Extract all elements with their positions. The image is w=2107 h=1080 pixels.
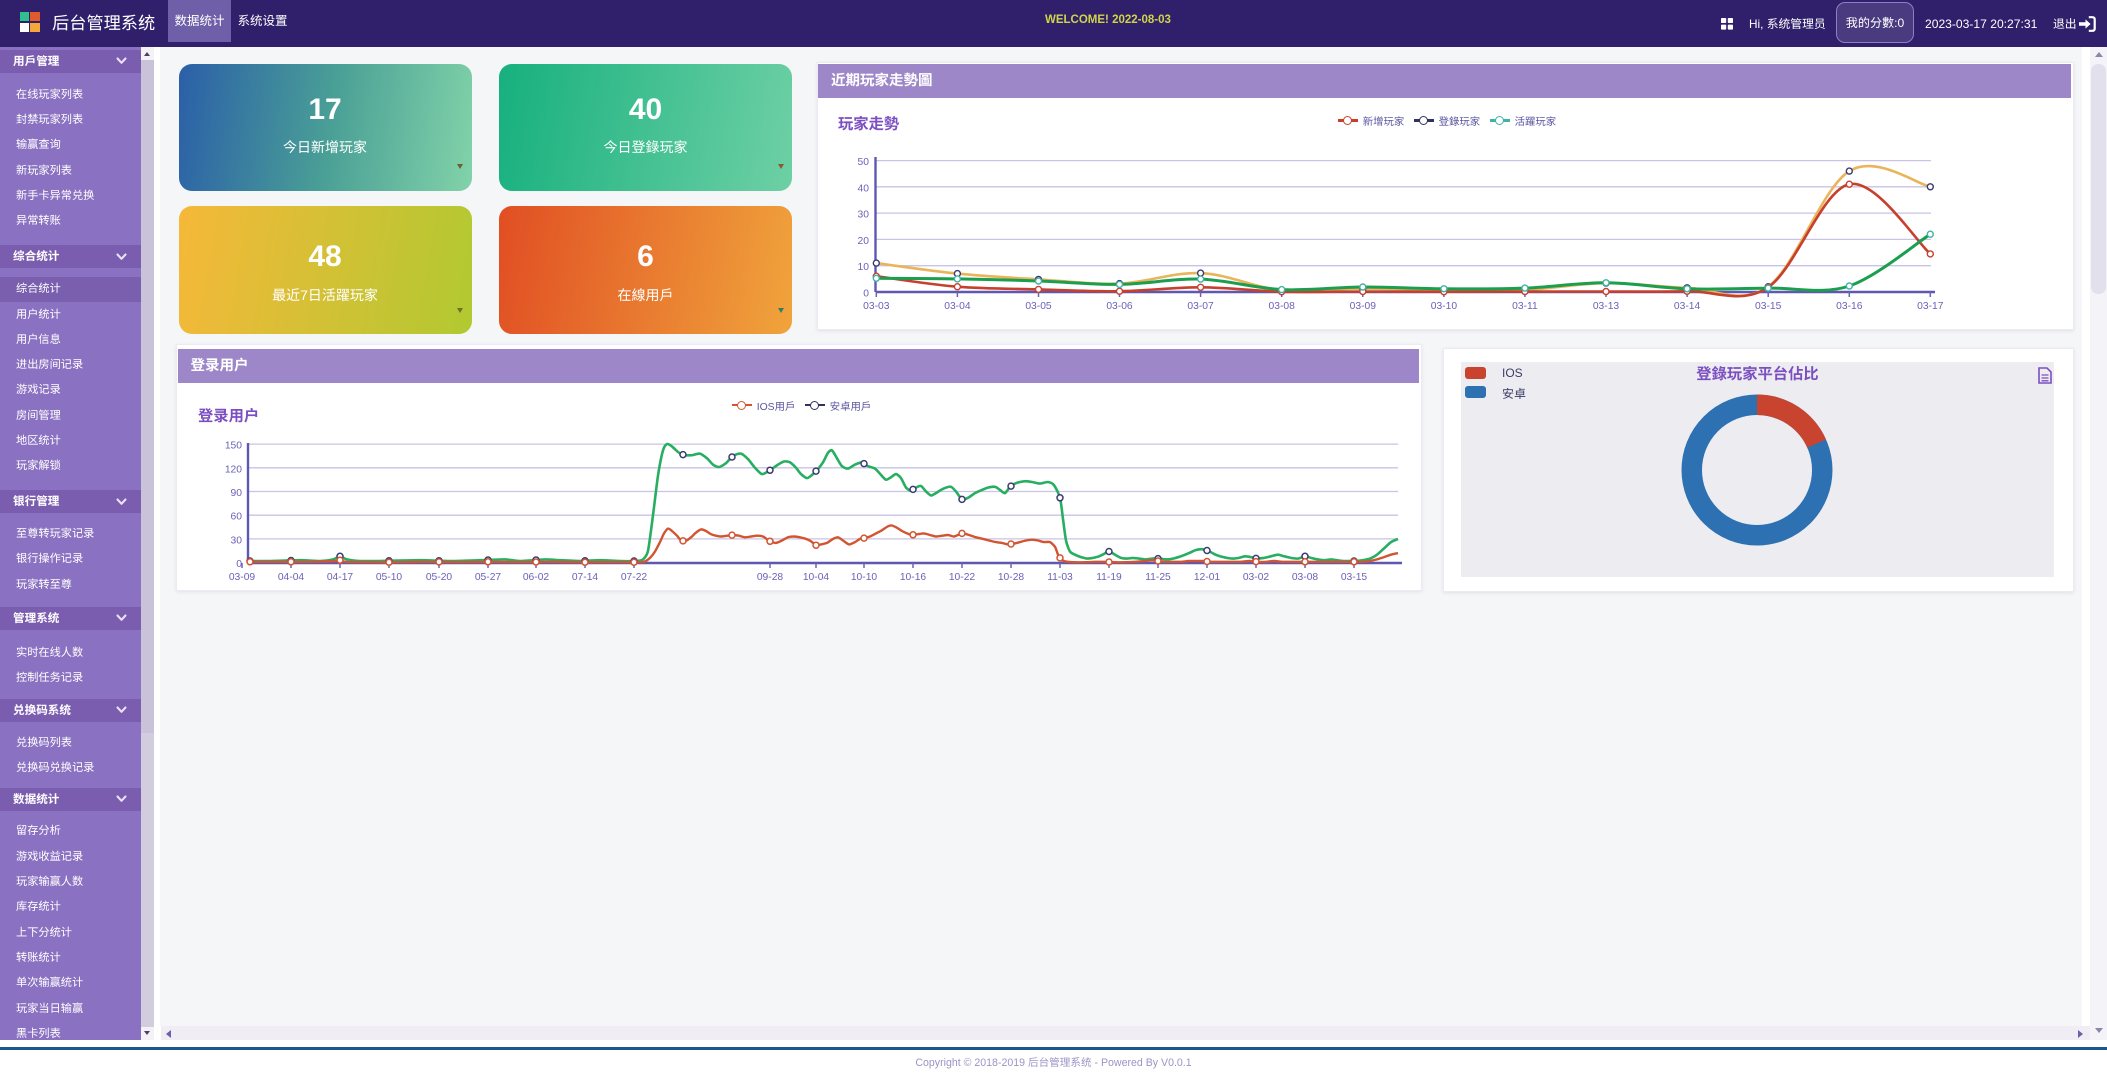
svg-text:03-11: 03-11 bbox=[1512, 301, 1538, 312]
svg-text:04-04: 04-04 bbox=[278, 572, 305, 583]
svg-text:03-10: 03-10 bbox=[1431, 301, 1458, 312]
svg-text:03-15: 03-15 bbox=[1341, 572, 1368, 583]
svg-text:30: 30 bbox=[858, 210, 870, 221]
svg-text:11-25: 11-25 bbox=[1145, 572, 1171, 583]
svg-text:90: 90 bbox=[231, 488, 243, 499]
svg-text:03-08: 03-08 bbox=[1269, 301, 1296, 312]
svg-text:05-27: 05-27 bbox=[475, 572, 502, 583]
svg-text:03-06: 03-06 bbox=[1106, 301, 1133, 312]
svg-text:0: 0 bbox=[236, 559, 242, 570]
svg-text:20: 20 bbox=[858, 236, 870, 247]
svg-text:03-17: 03-17 bbox=[1917, 301, 1944, 312]
svg-text:05-10: 05-10 bbox=[376, 572, 403, 583]
svg-text:04-17: 04-17 bbox=[327, 572, 354, 583]
svg-text:40: 40 bbox=[858, 183, 870, 194]
svg-text:120: 120 bbox=[225, 464, 242, 475]
svg-text:09-28: 09-28 bbox=[757, 572, 784, 583]
svg-text:0: 0 bbox=[863, 289, 869, 300]
svg-text:03-13: 03-13 bbox=[1593, 301, 1620, 312]
svg-text:11-03: 11-03 bbox=[1047, 572, 1073, 583]
svg-text:03-16: 03-16 bbox=[1836, 301, 1863, 312]
svg-text:10-10: 10-10 bbox=[851, 572, 878, 583]
svg-text:12-01: 12-01 bbox=[1194, 572, 1221, 583]
svg-text:11-19: 11-19 bbox=[1096, 572, 1122, 583]
svg-text:03-09: 03-09 bbox=[1350, 301, 1377, 312]
svg-text:03-15: 03-15 bbox=[1755, 301, 1782, 312]
svg-text:03-03: 03-03 bbox=[863, 301, 890, 312]
svg-text:60: 60 bbox=[231, 512, 243, 523]
svg-text:03-02: 03-02 bbox=[1243, 572, 1270, 583]
svg-text:10-04: 10-04 bbox=[803, 572, 830, 583]
svg-text:03-04: 03-04 bbox=[944, 301, 971, 312]
svg-text:06-02: 06-02 bbox=[523, 572, 550, 583]
svg-text:03-14: 03-14 bbox=[1674, 301, 1701, 312]
svg-text:50: 50 bbox=[858, 157, 870, 168]
svg-text:03-07: 03-07 bbox=[1187, 301, 1214, 312]
svg-text:10-22: 10-22 bbox=[949, 572, 976, 583]
svg-text:150: 150 bbox=[225, 441, 242, 452]
svg-text:10: 10 bbox=[858, 262, 870, 273]
svg-text:03-05: 03-05 bbox=[1025, 301, 1052, 312]
svg-text:07-22: 07-22 bbox=[621, 572, 648, 583]
svg-text:03-09: 03-09 bbox=[229, 572, 256, 583]
svg-text:10-16: 10-16 bbox=[900, 572, 927, 583]
svg-text:03-08: 03-08 bbox=[1292, 572, 1319, 583]
svg-text:05-20: 05-20 bbox=[426, 572, 453, 583]
svg-text:30: 30 bbox=[231, 535, 243, 546]
svg-text:10-28: 10-28 bbox=[998, 572, 1025, 583]
svg-text:07-14: 07-14 bbox=[572, 572, 599, 583]
